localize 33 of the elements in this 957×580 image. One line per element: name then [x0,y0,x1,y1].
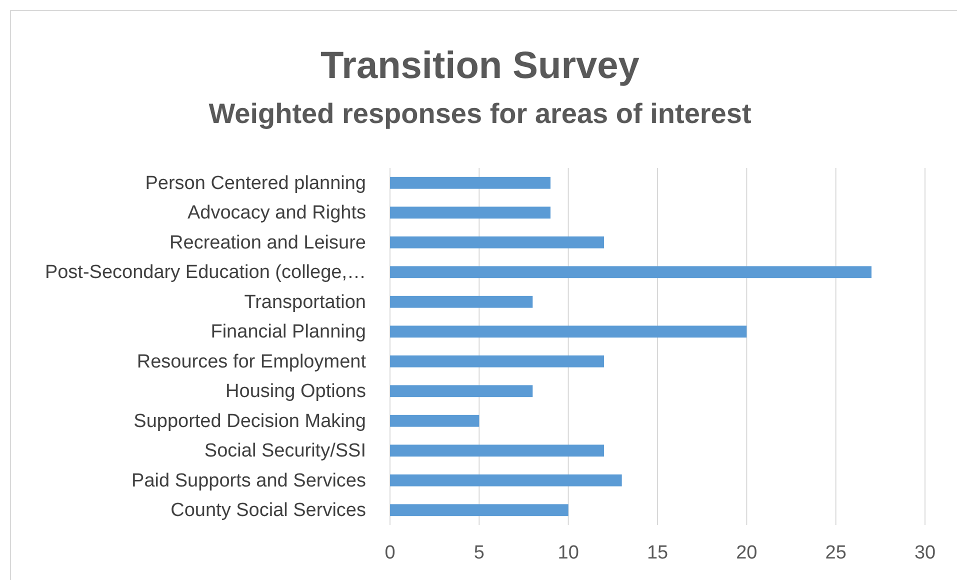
y-tick-label: Recreation and Leisure [170,232,366,254]
y-tick-label: Transportation [244,292,366,313]
bar [390,504,568,516]
x-tick-label: 20 [736,542,758,564]
bar [390,176,550,189]
y-tick-label: Social Security/SSI [204,440,366,462]
y-tick-label: Supported Decision Making [134,410,366,432]
bar [390,474,622,486]
y-tick-label: County Social Services [170,500,366,522]
chart-subtitle: Weighted responses for areas of interest [208,98,752,129]
bar [390,266,872,278]
bar [390,444,604,457]
x-tick-label: 30 [914,542,936,564]
bar [390,206,550,219]
y-tick-label: Advocacy and Rights [188,202,366,224]
x-tick-label: 15 [646,542,668,564]
bar [390,326,747,338]
y-tick-label: Resources for Employment [136,351,367,372]
y-tick-label: Housing Options [226,381,366,402]
bar [390,414,480,427]
y-tick-label: Financial Planning [210,322,366,343]
x-tick-label: 5 [474,542,484,564]
bar [390,236,604,248]
y-tick-label: Person Centered planning [145,172,366,194]
x-tick-label: 0 [384,542,396,564]
bar [390,296,533,308]
bar [390,385,533,398]
x-tick-label: 10 [558,542,579,564]
y-tick-label: Paid Supports and Services [132,470,366,492]
y-tick-label: Post-Secondary Education (college,… [44,262,366,284]
x-tick-label: 25 [825,542,846,564]
chart-title: Transition Survey [320,45,640,87]
bar [390,355,604,368]
